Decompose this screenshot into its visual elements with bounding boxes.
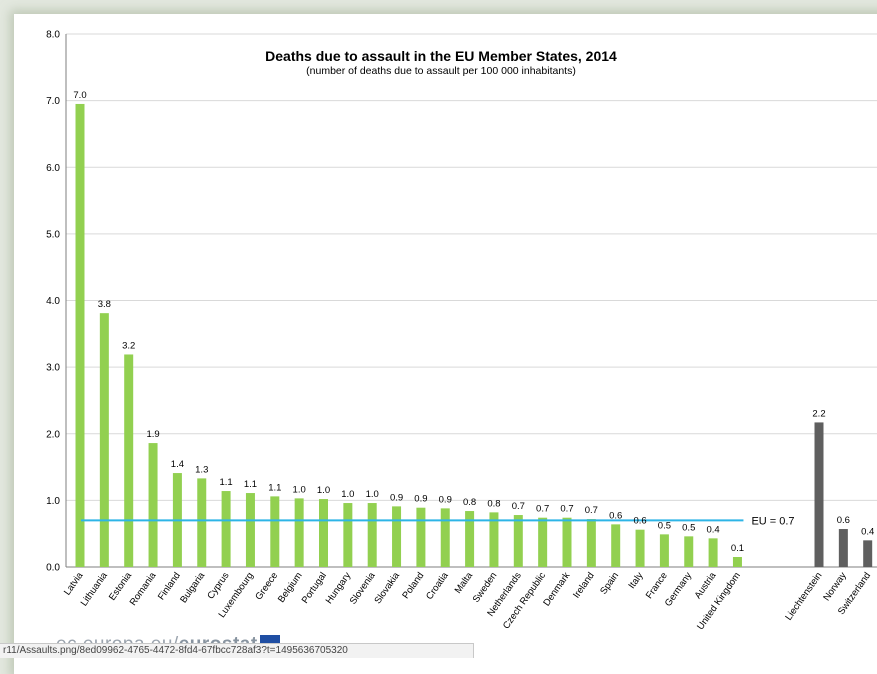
bar-switzerland xyxy=(863,540,873,567)
bar-slovakia xyxy=(392,506,402,567)
eu-average-label: EU = 0.7 xyxy=(751,515,794,527)
data-label: 1.3 xyxy=(195,464,208,475)
bar-liechtenstein xyxy=(814,422,824,567)
bar-belgium xyxy=(294,498,304,567)
chart-title: Deaths due to assault in the EU Member S… xyxy=(265,48,617,64)
bar-spain xyxy=(611,524,621,567)
data-label: 0.9 xyxy=(439,494,452,505)
bar-cyprus xyxy=(221,491,231,567)
data-label: 7.0 xyxy=(73,90,86,101)
bar-united-kingdom xyxy=(732,557,742,567)
bar-slovenia xyxy=(367,503,377,567)
bar-luxembourg xyxy=(245,493,255,567)
x-tick-label: Croatia xyxy=(424,570,451,602)
bar-lithuania xyxy=(99,313,109,567)
x-tick-label: Malta xyxy=(453,570,476,596)
x-tick-label: Slovakia xyxy=(372,570,402,606)
data-label: 0.6 xyxy=(837,515,850,526)
bar-france xyxy=(659,534,669,567)
data-label: 1.1 xyxy=(219,477,232,488)
data-label: 1.0 xyxy=(317,485,330,496)
y-tick-label: 8.0 xyxy=(46,30,60,41)
x-tick-label: Spain xyxy=(598,570,621,596)
bar-hungary xyxy=(343,503,353,567)
data-label: 0.6 xyxy=(633,516,646,527)
data-label: 0.8 xyxy=(463,497,476,508)
bar-sweden xyxy=(489,512,499,567)
y-tick-label: 0.0 xyxy=(46,563,60,574)
x-tick-label: Ireland xyxy=(571,570,597,600)
browser-status-bar: r11/Assaults.png/8ed09962-4765-4472-8fd4… xyxy=(0,643,474,658)
y-tick-label: 2.0 xyxy=(46,429,60,440)
data-label: 0.1 xyxy=(731,543,744,554)
data-label: 0.5 xyxy=(658,520,671,531)
data-label: 1.1 xyxy=(244,479,257,490)
y-tick-label: 7.0 xyxy=(46,96,60,107)
bar-croatia xyxy=(440,508,450,567)
status-url: r11/Assaults.png/8ed09962-4765-4472-8fd4… xyxy=(3,645,348,656)
data-label: 0.8 xyxy=(487,498,500,509)
bar-greece xyxy=(270,496,280,567)
x-tick-label: Bulgaria xyxy=(178,570,207,605)
x-tick-label: Italy xyxy=(626,570,645,591)
x-tick-label: Liechtenstein xyxy=(783,570,824,622)
bar-ireland xyxy=(586,519,596,567)
chart-subtitle: (number of deaths due to assault per 100… xyxy=(306,65,576,77)
chart-card: 0.0 1.0 2.0 3.0 4.0 5.0 6.0 7.0 8.0 EU = 0.7 7.0… xyxy=(14,14,877,674)
bar-bulgaria xyxy=(197,478,207,567)
bar-malta xyxy=(465,511,475,567)
data-label: 1.9 xyxy=(146,429,159,440)
y-tick-label: 6.0 xyxy=(46,163,60,174)
y-tick-label: 4.0 xyxy=(46,296,60,307)
data-label: 1.4 xyxy=(171,459,184,470)
data-label: 0.7 xyxy=(512,501,525,512)
data-label: 0.9 xyxy=(414,494,427,505)
data-label: 3.2 xyxy=(122,340,135,351)
bar-latvia xyxy=(75,103,85,568)
data-label: 1.0 xyxy=(366,489,379,500)
y-tick-label: 5.0 xyxy=(46,229,60,240)
data-label: 1.0 xyxy=(341,489,354,500)
data-label: 0.6 xyxy=(609,510,622,521)
bar-norway xyxy=(838,529,848,567)
bar-chart: 0.0 1.0 2.0 3.0 4.0 5.0 6.0 7.0 8.0 EU = 0.7 7.0… xyxy=(46,30,877,632)
bar-italy xyxy=(635,529,645,567)
data-label: 0.9 xyxy=(390,492,403,503)
bar-germany xyxy=(684,536,694,567)
bar-denmark xyxy=(562,517,572,567)
x-tick-label: Poland xyxy=(400,570,426,601)
y-tick-label: 1.0 xyxy=(46,496,60,507)
bar-austria xyxy=(708,538,718,567)
bar-netherlands xyxy=(513,515,523,567)
data-label: 1.1 xyxy=(268,482,281,493)
bar-portugal xyxy=(319,499,328,567)
bar-czech-republic xyxy=(538,517,548,567)
data-label: 0.4 xyxy=(706,524,719,535)
data-label: 0.4 xyxy=(861,526,874,537)
bar-estonia xyxy=(124,354,134,567)
data-label: 3.8 xyxy=(98,299,111,310)
bar-romania xyxy=(148,443,158,567)
data-label: 1.0 xyxy=(293,484,306,495)
data-label: 0.7 xyxy=(560,504,573,515)
data-label: 0.5 xyxy=(682,522,695,533)
data-label: 0.7 xyxy=(536,504,549,515)
data-label: 2.2 xyxy=(812,408,825,419)
x-tick-label: Latvia xyxy=(62,570,86,598)
data-label: 0.7 xyxy=(585,505,598,516)
y-tick-label: 3.0 xyxy=(46,363,60,374)
bar-poland xyxy=(416,507,426,567)
